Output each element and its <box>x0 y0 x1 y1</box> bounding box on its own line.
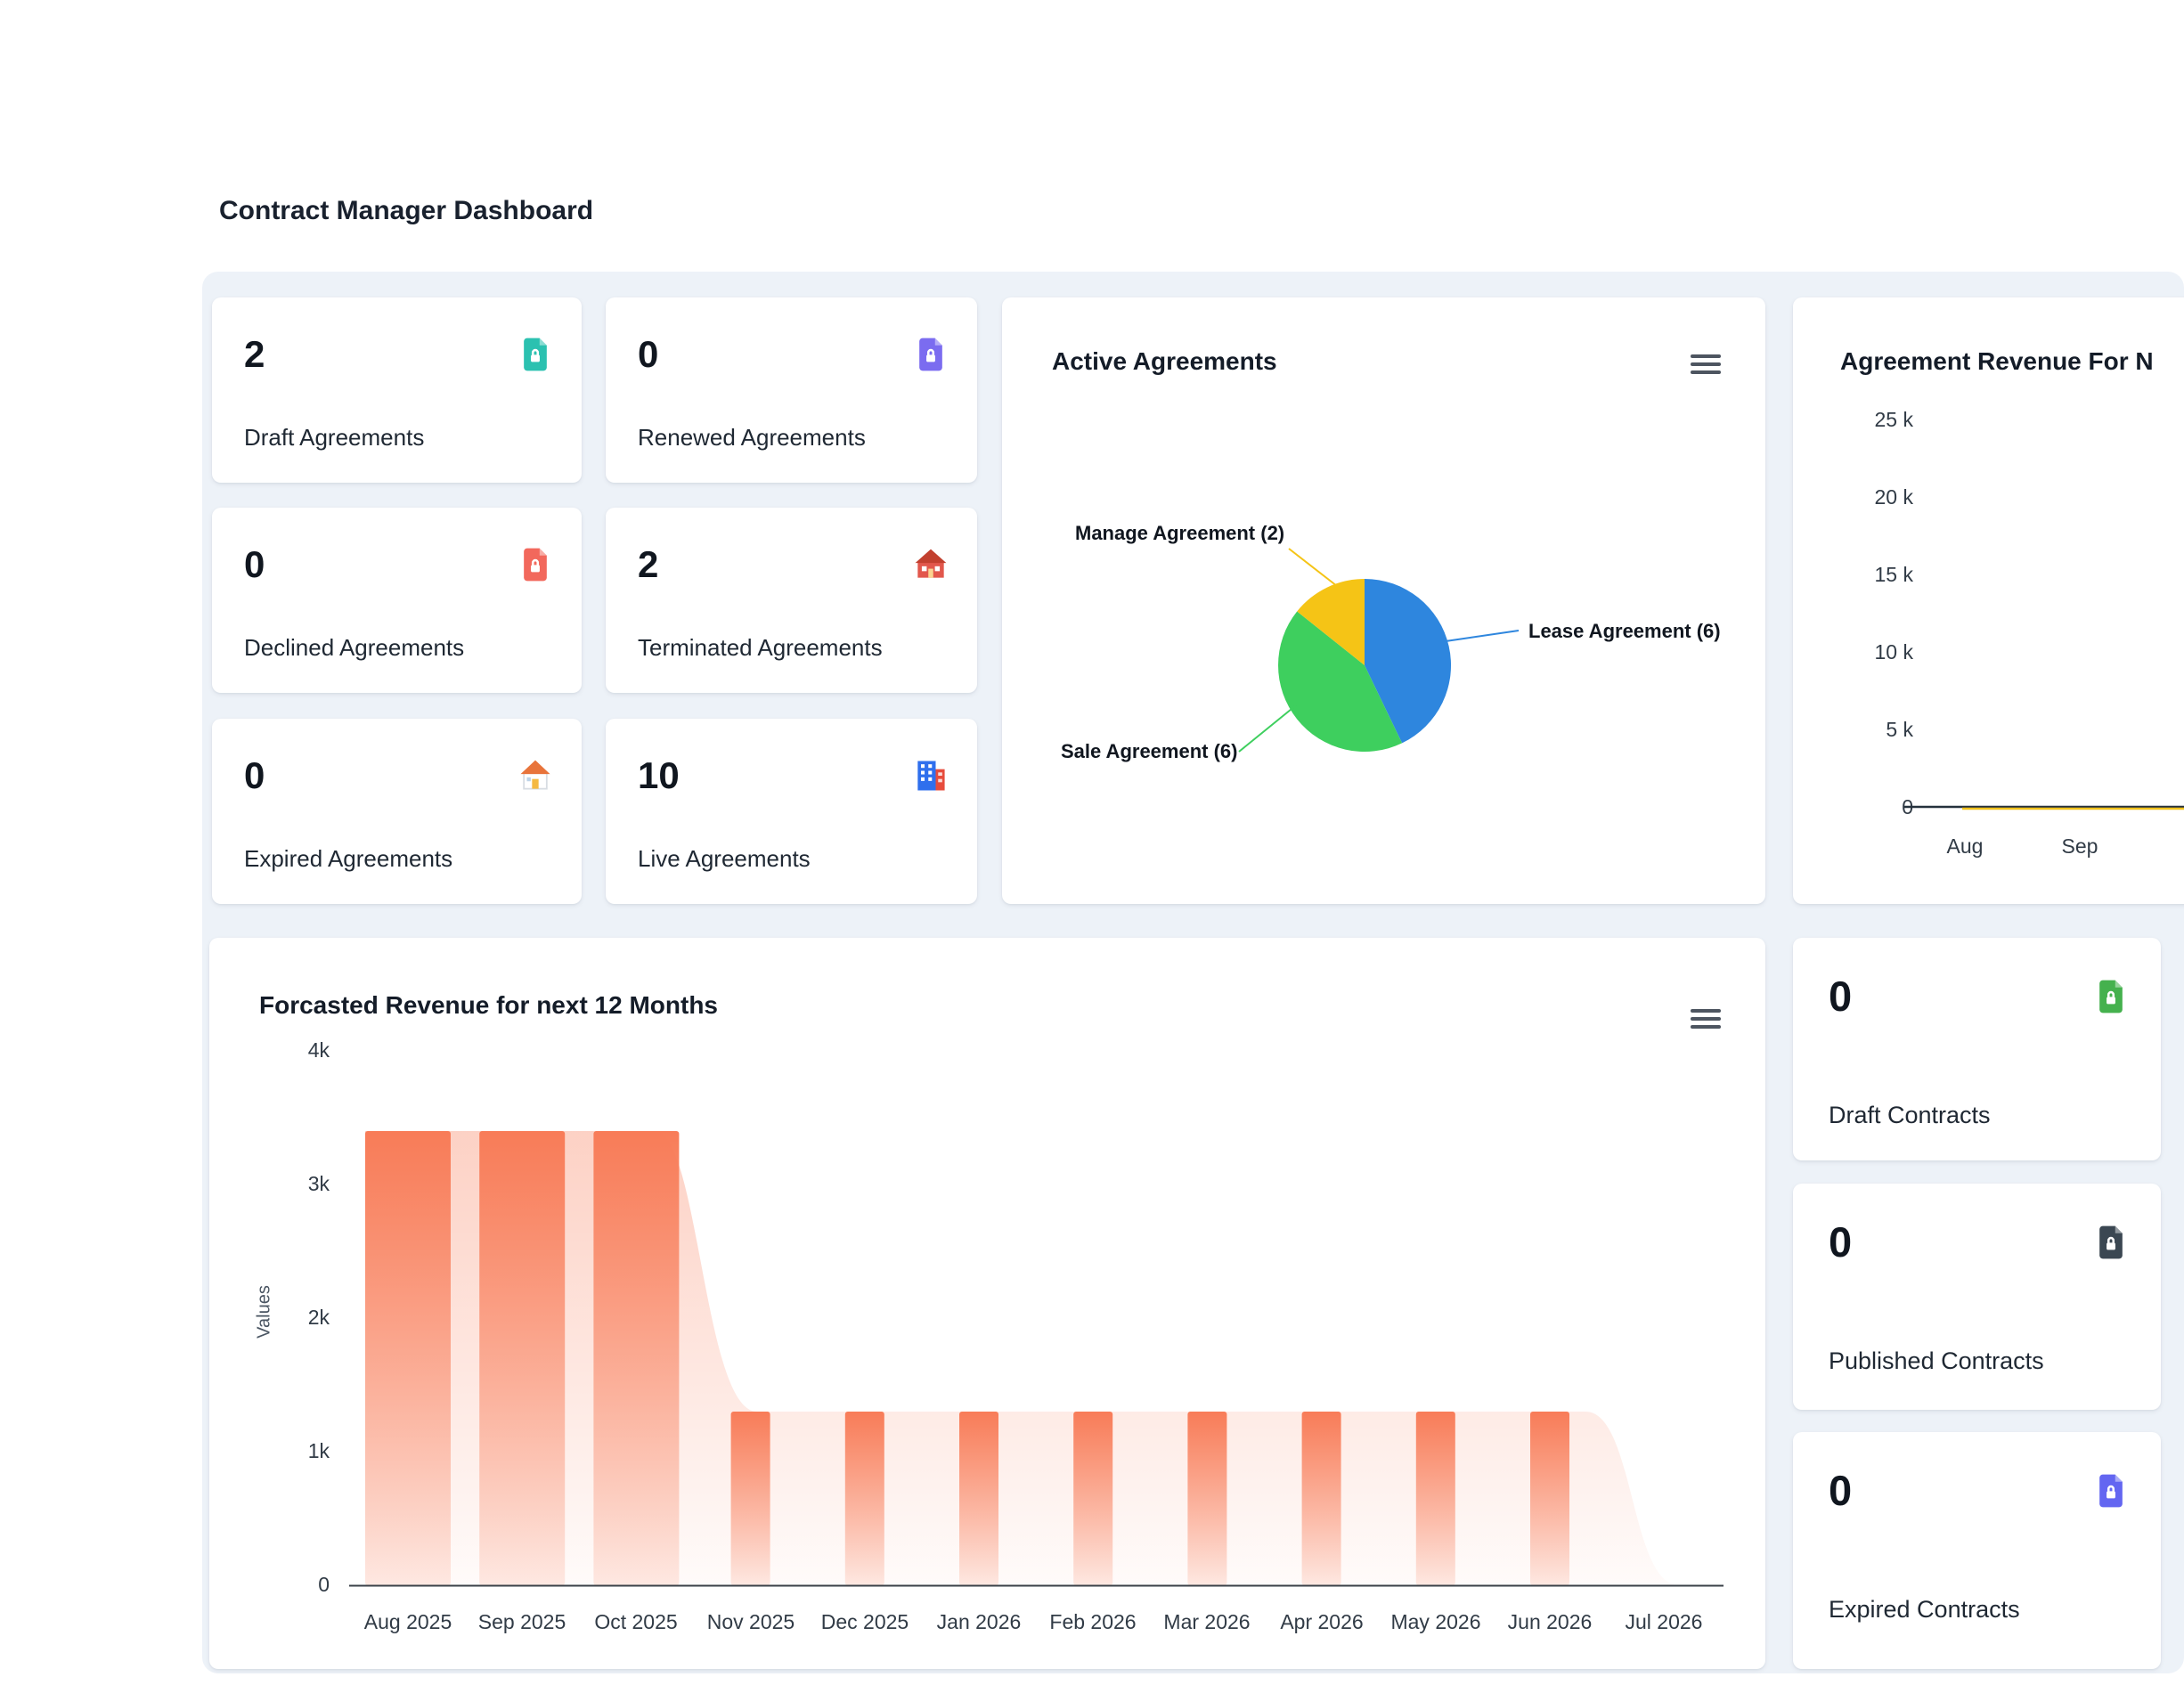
stat-value: 10 <box>638 754 680 796</box>
y-tick: 2k <box>307 1306 330 1329</box>
stat-value: 0 <box>244 754 265 796</box>
stat-label: Renewed Agreements <box>638 424 866 451</box>
stat-label: Draft Agreements <box>244 424 425 451</box>
y-tick: 20 k <box>1874 485 1913 509</box>
stat-label: Declined Agreements <box>244 634 465 661</box>
stat-card-live-agreements[interactable]: 10 Live Agreements <box>606 719 977 904</box>
stat-value: 2 <box>638 543 659 585</box>
revenue-line-chart[interactable] <box>1793 297 2184 904</box>
forecast-revenue-card: Forcasted Revenue for next 12 Months Val… <box>209 938 1765 1669</box>
stat-label: Live Agreements <box>638 845 811 872</box>
pie-label-sale: Sale Agreement (6) <box>1061 740 1238 762</box>
stat-card-draft-agreements[interactable]: 2 Draft Agreements <box>212 297 582 483</box>
file-lock-icon <box>2099 1225 2123 1259</box>
x-tick: Nov 2025 <box>706 1610 795 1633</box>
file-lock-icon <box>524 338 547 371</box>
stat-label: Expired Contracts <box>1829 1596 2020 1623</box>
file-lock-icon <box>2099 1474 2123 1508</box>
contract-card-draft[interactable]: 0 Draft Contracts <box>1793 938 2161 1160</box>
forecast-bar-chart[interactable] <box>209 938 1765 1669</box>
x-tick: Jan 2026 <box>936 1610 1022 1633</box>
x-tick: Apr 2026 <box>1280 1610 1364 1633</box>
x-tick: Mar 2026 <box>1163 1610 1251 1633</box>
stat-value: 0 <box>1829 1467 1853 1514</box>
stat-card-renewed-agreements[interactable]: 0 Renewed Agreements <box>606 297 977 483</box>
file-lock-icon <box>919 338 942 371</box>
y-tick: 1k <box>307 1439 330 1462</box>
x-tick: Sep 2025 <box>477 1610 566 1633</box>
house-icon <box>915 549 947 578</box>
stat-value: 0 <box>638 333 659 375</box>
active-agreements-card: Active Agreements Manage Agreement (2) L… <box>1002 297 1765 904</box>
card-title: Agreement Revenue For N <box>1840 347 2154 375</box>
y-tick: 3k <box>307 1172 330 1195</box>
y-tick: 25 k <box>1874 408 1913 431</box>
card-title: Active Agreements <box>1052 347 1277 375</box>
stat-value: 2 <box>244 333 265 375</box>
pie-chart[interactable] <box>1002 297 1765 904</box>
stat-label: Draft Contracts <box>1829 1102 1991 1128</box>
stat-value: 0 <box>1829 1218 1853 1266</box>
stat-value: 0 <box>244 543 265 585</box>
pie-label-lease: Lease Agreement (6) <box>1528 620 1721 642</box>
hamburger-menu-icon[interactable] <box>1691 1009 1721 1032</box>
file-lock-icon <box>524 548 547 582</box>
x-tick: Feb 2026 <box>1049 1610 1137 1633</box>
stat-card-declined-agreements[interactable]: 0 Declined Agreements <box>212 508 582 693</box>
house-icon <box>520 760 550 790</box>
x-tick: Aug <box>1946 834 1984 858</box>
y-tick: 4k <box>307 1038 330 1062</box>
x-tick: May 2026 <box>1390 1610 1481 1633</box>
y-tick: 15 k <box>1874 563 1913 586</box>
stat-label: Terminated Agreements <box>638 634 883 661</box>
stat-label: Published Contracts <box>1829 1347 2044 1374</box>
pie-label-manage: Manage Agreement (2) <box>1075 522 1285 544</box>
x-tick: Sep <box>2061 834 2098 858</box>
x-tick: Aug 2025 <box>363 1610 452 1633</box>
x-tick: Jul 2026 <box>1625 1610 1703 1633</box>
contract-card-published[interactable]: 0 Published Contracts <box>1793 1184 2161 1410</box>
x-tick: Dec 2025 <box>820 1610 909 1633</box>
file-lock-icon <box>2099 980 2123 1013</box>
x-tick: Jun 2026 <box>1507 1610 1593 1633</box>
stat-value: 0 <box>1829 973 1853 1020</box>
stat-card-terminated-agreements[interactable]: 2 Terminated Agreements <box>606 508 977 693</box>
building-icon <box>917 761 945 791</box>
stat-card-expired-agreements[interactable]: 0 Expired Agreements <box>212 719 582 904</box>
y-tick: 0 <box>318 1573 330 1596</box>
stat-label: Expired Agreements <box>244 845 453 872</box>
y-tick: 5 k <box>1886 718 1913 741</box>
x-tick: Oct 2025 <box>594 1610 678 1633</box>
page-title: Contract Manager Dashboard <box>219 196 594 225</box>
agreement-revenue-card: Agreement Revenue For N 25 k 20 k 15 k 10 k… <box>1793 297 2184 904</box>
y-tick: 10 k <box>1874 640 1913 663</box>
hamburger-menu-icon[interactable] <box>1691 354 1721 378</box>
card-title: Forcasted Revenue for next 12 Months <box>259 991 719 1019</box>
contract-card-expired[interactable]: 0 Expired Contracts <box>1793 1432 2161 1669</box>
